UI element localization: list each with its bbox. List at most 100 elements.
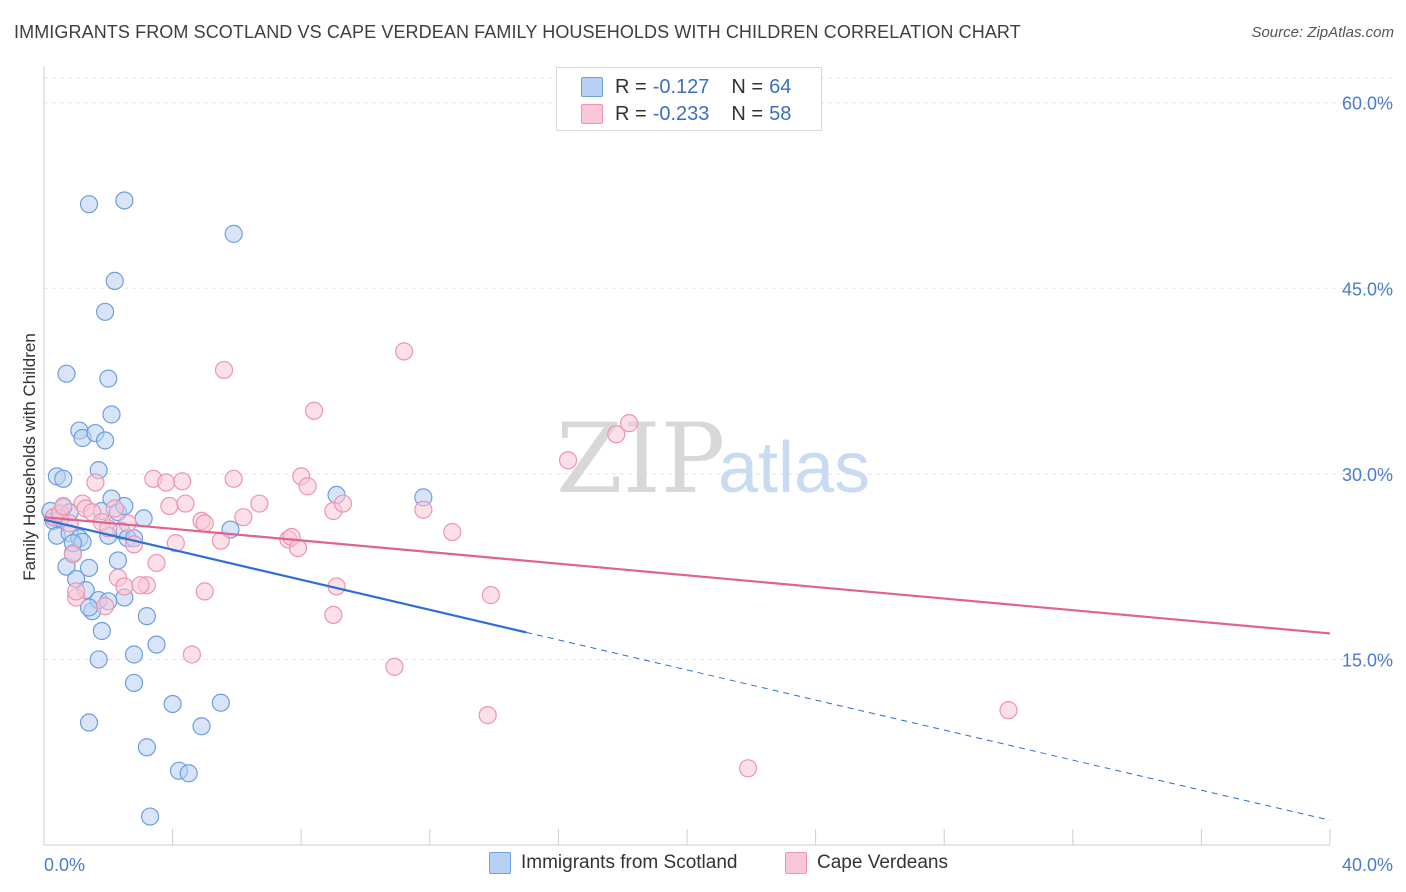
scotland-point	[105, 271, 124, 290]
cape-verdean-point	[67, 582, 86, 601]
cape-verdean-point	[385, 657, 404, 676]
y-tick-label: 15.0%	[1342, 650, 1393, 670]
cape-verdean-point	[443, 522, 462, 542]
y-tick-label: 45.0%	[1342, 279, 1393, 299]
chart-title: IMMIGRANTS FROM SCOTLAND VS CAPE VERDEAN…	[14, 22, 1021, 42]
series-label-cape-verdeans: Cape Verdeans	[817, 852, 948, 873]
cape-verdean-point	[304, 401, 324, 420]
series-swatch-cape-verdeans	[785, 852, 807, 874]
series-swatch-scotland	[489, 852, 511, 874]
scotland-point	[140, 807, 160, 826]
cape-verdean-point	[250, 494, 269, 513]
cape-verdean-point	[224, 469, 243, 488]
legend-swatch-scotland	[581, 77, 603, 97]
scotland-point	[137, 738, 156, 757]
cape-verdean-point	[157, 473, 176, 492]
cape-verdean-point	[414, 500, 433, 519]
watermark: ZIP atlas	[556, 403, 870, 515]
scotland-point	[124, 645, 144, 664]
cape-verdean-point	[333, 494, 353, 513]
scotland-point	[54, 469, 73, 488]
axis-labels: 15.0% 30.0% 45.0% 60.0% 0.0% 40.0% Family Hous…	[20, 94, 1393, 875]
scotland-point	[224, 224, 243, 243]
correlation-legend: R = -0.127 N = 64 R = -0.233 N = 58	[556, 67, 822, 131]
legend-n-value: 64	[769, 75, 792, 98]
legend-n-label: N =	[731, 75, 764, 98]
scotland-point	[92, 621, 111, 641]
legend-r-label: R =	[615, 102, 647, 125]
cape-verdean-point	[147, 553, 166, 573]
cape-verdean-point	[607, 425, 626, 444]
trend-lines	[43, 516, 1331, 821]
cape-verdean-point	[234, 508, 253, 527]
cape-verdean-point	[86, 473, 105, 492]
data-points	[41, 191, 1018, 826]
scotland-point	[102, 405, 121, 424]
cape-verdean-point	[394, 342, 414, 361]
scotland-point	[179, 764, 198, 783]
cape-verdean-point	[166, 534, 185, 553]
watermark-atlas: atlas	[718, 428, 870, 508]
cape-verdean-point	[173, 472, 192, 491]
y-tick-label: 30.0%	[1342, 465, 1393, 485]
cape-verdean-point	[95, 597, 115, 616]
scotland-point	[95, 431, 115, 450]
cape-verdean-point	[176, 494, 195, 513]
scotland-point	[99, 369, 118, 388]
cape-verdean-point	[298, 477, 317, 496]
axes	[43, 66, 1331, 846]
cape-verdean-point	[54, 496, 73, 516]
scotland-point	[137, 607, 156, 626]
cape-verdean-point	[115, 577, 134, 596]
scotland-point	[147, 635, 166, 654]
series-legend-cape-verdeans[interactable]: Cape Verdeans	[785, 852, 948, 874]
scotland-point	[108, 551, 128, 570]
cape-verdean-point	[558, 451, 578, 470]
cape-verdean-point	[182, 645, 201, 664]
legend-n-label: N =	[731, 102, 764, 125]
cape-verdean-point	[738, 759, 758, 778]
cape-verdean-point	[999, 701, 1018, 720]
cape-verdean-point	[160, 496, 179, 516]
scotland-point	[211, 693, 230, 712]
cape-verdean-point	[288, 538, 308, 558]
gridlines	[44, 77, 1395, 660]
legend-r-value: -0.233	[652, 102, 710, 125]
cape-verdean-point	[481, 586, 500, 605]
cape-verdean-trend-line	[43, 516, 1331, 635]
y-tick-label: 60.0%	[1342, 94, 1393, 114]
scotland-point	[115, 191, 134, 210]
scotland-trend-line	[43, 518, 527, 634]
scotland-point	[124, 673, 144, 693]
legend-swatch-cape-verdeans	[581, 104, 603, 124]
scotland-point	[192, 717, 211, 736]
legend-r-label: R =	[615, 75, 647, 98]
legend-row-cape-verdeans: R = -0.233 N = 58	[581, 102, 791, 126]
cape-verdean-point	[131, 576, 150, 595]
x-tick-label-max: 40.0%	[1342, 855, 1393, 875]
cape-verdean-point	[324, 605, 343, 625]
scotland-point	[79, 195, 99, 214]
cape-verdean-point	[195, 582, 214, 601]
cape-verdean-point	[105, 499, 124, 518]
cape-verdean-point	[195, 514, 214, 533]
x-tick-label-min: 0.0%	[44, 855, 85, 875]
scotland-point	[163, 694, 182, 714]
y-axis-title: Family Households with Children	[20, 333, 39, 581]
scotland-point	[79, 713, 99, 732]
scotland-point	[89, 650, 108, 669]
legend-r-value: -0.127	[652, 75, 710, 98]
scotland-point	[95, 302, 115, 321]
cape-verdean-point	[478, 706, 497, 725]
cape-verdean-point	[620, 414, 639, 433]
cape-verdean-point	[63, 545, 83, 564]
series-label-scotland: Immigrants from Scotland	[521, 852, 738, 873]
legend-n-value: 58	[769, 102, 792, 125]
series-legend-scotland[interactable]: Immigrants from Scotland	[489, 852, 737, 874]
scotland-point	[134, 509, 153, 528]
cape-verdean-point	[214, 360, 234, 380]
scotland-trend-extension	[526, 631, 1331, 821]
watermark-zip: ZIP	[556, 403, 725, 515]
scotland-point	[79, 558, 99, 577]
